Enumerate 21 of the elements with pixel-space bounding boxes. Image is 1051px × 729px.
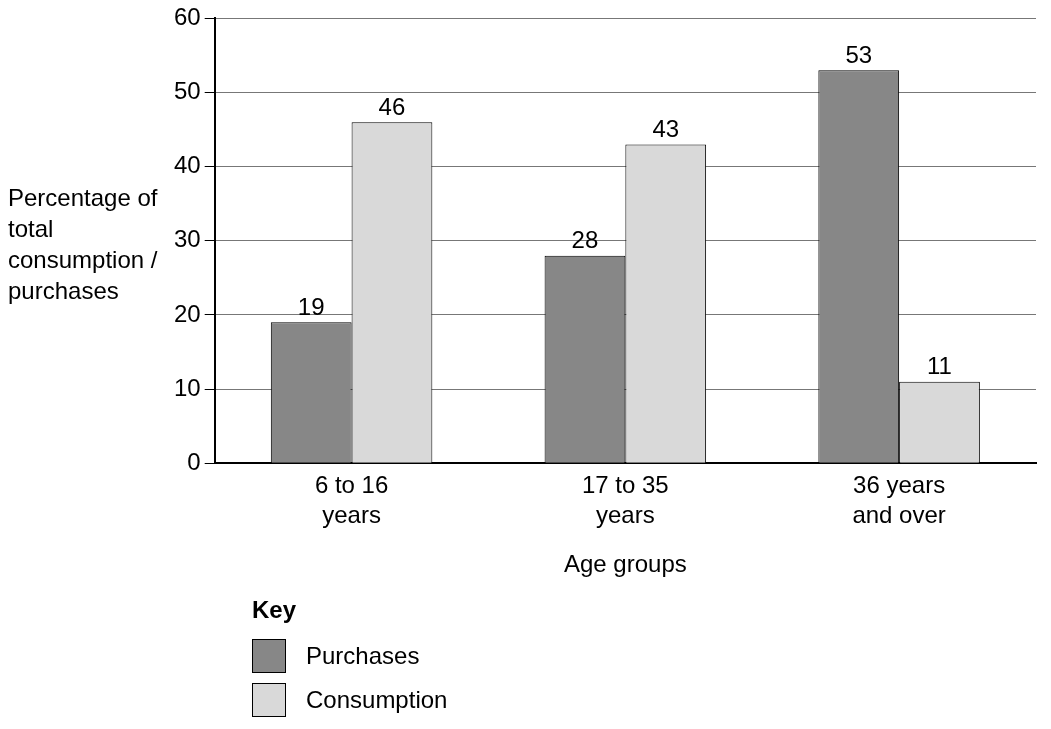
- y-tick-label: 50: [173, 77, 201, 105]
- x-axis-title: Age groups: [563, 550, 687, 578]
- data-label: 19: [297, 292, 325, 320]
- y-tick-label: 60: [173, 3, 201, 31]
- y-tick-label: 30: [173, 225, 201, 253]
- data-label: 28: [571, 226, 599, 254]
- data-label: 53: [845, 40, 873, 68]
- data-label: 11: [927, 352, 952, 380]
- legend-label: Purchases: [306, 642, 420, 670]
- x-tick-label: 36 years and over: [852, 470, 946, 528]
- legend-label: Consumption: [306, 686, 448, 714]
- data-label: 43: [652, 115, 680, 143]
- y-tick-label: 10: [173, 373, 201, 401]
- data-label: 46: [378, 92, 406, 120]
- x-tick-label: 6 to 16 years: [314, 470, 389, 528]
- y-tick-label: 0: [187, 447, 201, 475]
- legend-title: Key: [252, 596, 298, 624]
- y-tick-label: 20: [173, 299, 201, 327]
- y-axis-title: Percentage of total consumption / purchases: [8, 183, 158, 306]
- y-tick-label: 40: [173, 151, 201, 179]
- x-tick-label: 17 to 35 years: [581, 470, 669, 528]
